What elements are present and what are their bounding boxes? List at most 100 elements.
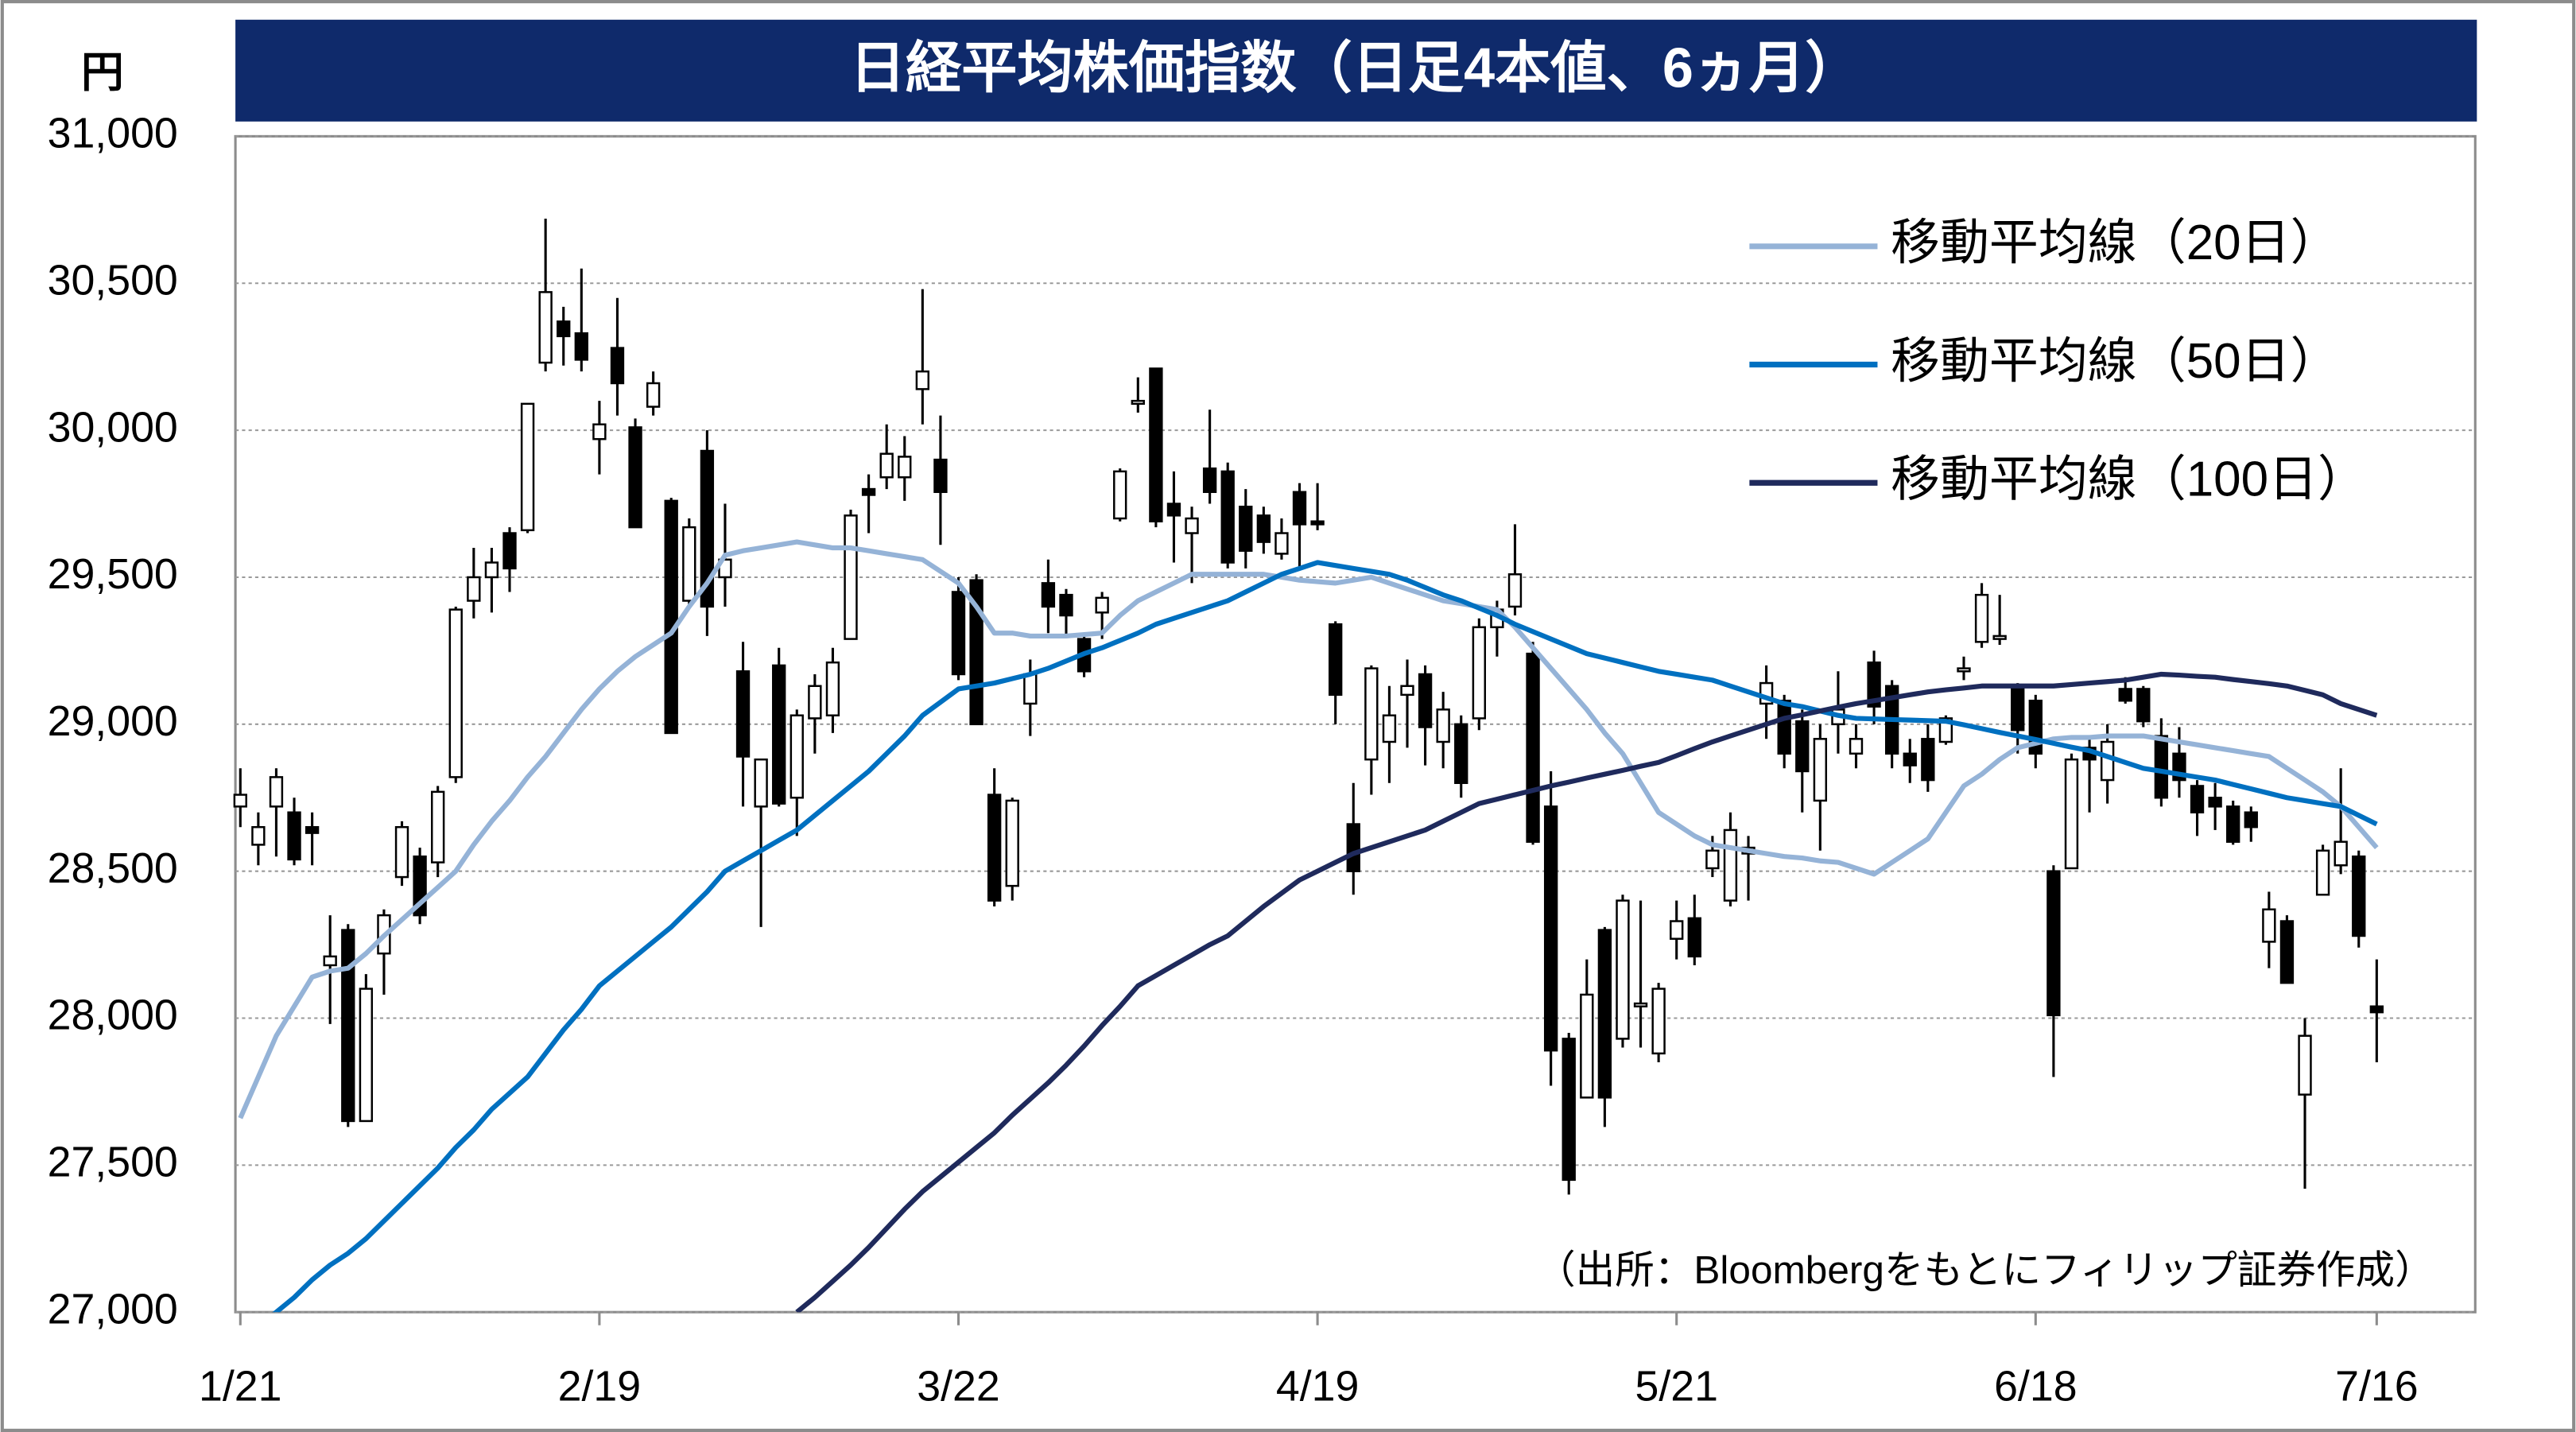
candle-body [502, 532, 517, 570]
candle-body [1957, 667, 1971, 673]
candle-body [772, 664, 786, 805]
candle-body [1795, 720, 1810, 773]
candle-body [682, 526, 696, 602]
candle-body [1777, 700, 1791, 755]
y-tick-label: 30,500 [48, 256, 178, 304]
candle-body [467, 576, 481, 602]
candle-body [2154, 735, 2169, 799]
candle-body [1005, 799, 1019, 887]
candle-body [2244, 811, 2258, 829]
candle-body [933, 458, 948, 494]
candle-body [2100, 740, 2115, 782]
candle-body [1651, 988, 1666, 1055]
candle-body [1364, 667, 1379, 761]
candle-body [1239, 506, 1253, 552]
title-banner [235, 19, 2477, 122]
candle-body [1992, 635, 2007, 640]
candle-body [879, 452, 894, 479]
y-tick-label: 31,000 [48, 110, 178, 157]
candle-body [646, 382, 661, 408]
x-tick-label: 1/21 [199, 1362, 281, 1410]
candle-body [825, 661, 840, 716]
candle-body [915, 370, 930, 390]
candle-body [287, 811, 301, 861]
candle-body [1436, 708, 1450, 743]
candle-body [2315, 849, 2330, 896]
candle-body [1867, 661, 1881, 708]
candle-body [1921, 738, 1935, 782]
candle-body [1023, 673, 1038, 705]
legend-label: 移動平均線（100日） [1891, 452, 2367, 507]
candle-body [538, 291, 553, 364]
y-tick-label: 28,500 [48, 844, 178, 892]
moving-average-line [272, 560, 2378, 1313]
candle-body [1597, 929, 1612, 1099]
y-tick-label: 30,000 [48, 403, 178, 451]
candle-body [233, 794, 247, 808]
moving-average-line [238, 539, 2379, 1120]
candle-body [323, 955, 337, 967]
candle-body [1507, 573, 1523, 608]
candle-body [1149, 367, 1163, 522]
candle-body [1670, 920, 1684, 940]
candle-body [1274, 532, 1289, 555]
candle-body [2369, 1005, 2384, 1014]
candle-body [1059, 593, 1073, 617]
candle-body [1166, 503, 1181, 517]
candle-body [1903, 752, 1917, 766]
candle-body [1131, 399, 1145, 406]
candle-body [1202, 467, 1217, 494]
candle-body [1310, 520, 1325, 526]
legend-label: 移動平均線（50日） [1891, 334, 2340, 389]
candle-body [1543, 805, 1558, 1052]
candle-body [2279, 920, 2295, 984]
candle-body [251, 825, 266, 846]
candle-body [1526, 652, 1540, 843]
candle-body [2298, 1034, 2312, 1096]
candle-body [2190, 785, 2205, 813]
candle-body [808, 685, 822, 720]
candle-body [592, 423, 607, 440]
candle-body [2064, 758, 2079, 870]
candle-body [610, 347, 625, 385]
legend-label: 移動平均線（20日） [1891, 215, 2340, 270]
candle-body [574, 332, 588, 361]
candle-body [2352, 855, 2366, 937]
candle-body [898, 456, 912, 479]
candle-body [520, 402, 535, 532]
candle-body [735, 670, 751, 758]
y-unit: 円 [81, 49, 124, 96]
candle-body [1813, 738, 1828, 802]
candle-body [700, 449, 715, 608]
candle-body [557, 320, 571, 338]
candle-body [664, 499, 678, 735]
candle-body [431, 790, 445, 863]
candle-body [2136, 688, 2151, 723]
candle-body [2046, 870, 2061, 1017]
x-tick-label: 4/19 [1276, 1362, 1360, 1410]
candle-body [269, 776, 284, 808]
candle-body [1633, 1002, 1648, 1007]
candle-body [1580, 993, 1594, 1099]
candle-body [1292, 491, 1307, 526]
candle-body [951, 591, 966, 676]
candle-body [1705, 849, 1720, 870]
x-tick-label: 2/19 [558, 1362, 642, 1410]
candle-body [305, 825, 320, 834]
candle-body [2118, 688, 2132, 702]
candle-body [1616, 899, 1630, 1040]
candle-body [2011, 688, 2025, 732]
candle-body [1472, 626, 1487, 720]
candle-body [1400, 685, 1414, 697]
candle-body [341, 929, 355, 1123]
candle-body [1849, 738, 1864, 755]
candle-body [1346, 823, 1360, 872]
candle-body [987, 794, 1002, 902]
candle-body [359, 988, 374, 1123]
candle-body [1723, 829, 1738, 902]
candle-body [1382, 714, 1397, 743]
candle-body [2334, 840, 2348, 867]
candle-body [1256, 514, 1271, 543]
